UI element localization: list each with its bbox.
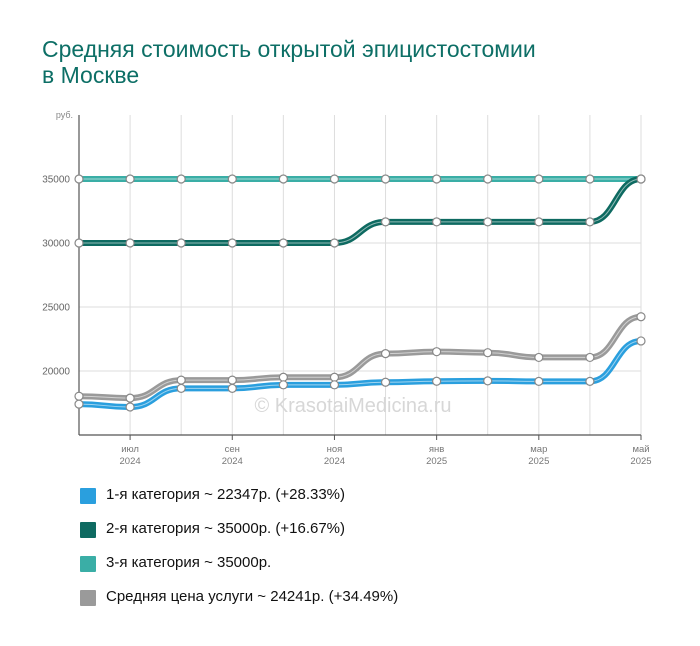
x-tick-label-month: мар [530,444,547,455]
data-point-s1 [176,383,186,394]
x-tick-label-month: май [632,444,649,455]
legend-label-category-2: 2-я категория ~ 35000р. (+16.67%) [106,520,346,537]
data-point-s2 [483,217,493,227]
data-point-s3 [278,174,288,184]
data-point-s1 [483,376,493,386]
data-point-s2 [176,238,186,248]
data-point-s1 [432,376,442,386]
chart-title-line-1: Средняя стоимость открытой эпицистостоми… [42,36,536,62]
data-point-s3 [483,174,493,184]
data-point-s1 [125,402,135,412]
data-point-savg [483,348,493,358]
legend-swatch-category-1 [80,488,96,504]
series-line-highlight-savg [78,316,642,399]
data-point-savg [380,348,391,359]
data-point-s2 [380,217,391,227]
data-point-s1 [278,380,288,390]
series-savg [74,312,646,403]
data-point-savg [227,375,237,385]
data-point-s3 [585,174,595,184]
data-point-savg [74,391,84,401]
x-tick-label-year: 2025 [630,456,651,467]
legend-swatch-category-3 [80,556,96,572]
data-point-savg [432,347,442,357]
data-point-s2 [432,217,442,227]
data-point-savg [176,375,186,385]
data-point-s1 [636,336,646,346]
x-tick-label-month: июл [121,444,139,455]
y-tick-label: 25000 [42,303,70,314]
watermark: © KrasotaiMedicina.ru [254,395,451,417]
data-point-s3 [534,174,544,184]
data-point-s2 [534,217,544,227]
data-point-s2 [278,238,288,248]
series-s2 [74,174,646,248]
x-tick-label-month: сен [225,444,240,455]
data-point-savg [125,393,135,403]
data-point-s2 [125,238,135,248]
data-point-s1 [329,380,340,390]
data-point-savg [278,372,288,382]
data-point-savg [534,352,544,363]
data-point-savg [329,372,340,382]
data-point-s2 [329,238,340,248]
series-s3 [74,174,646,184]
chart-title-line-2: в Москве [42,62,140,88]
data-point-s3 [329,174,340,184]
x-tick-label-year: 2025 [426,456,447,467]
data-point-s2 [74,238,84,248]
y-axis-unit-label: руб. [56,110,73,120]
legend-swatch-average [80,590,96,606]
x-tick-label-year: 2024 [324,456,345,467]
data-point-s2 [585,217,595,227]
x-tick-label-year: 2025 [528,456,549,467]
data-point-s1 [534,376,544,386]
data-point-s3 [227,174,237,184]
series-line-highlight-s1 [78,340,642,408]
data-point-s2 [227,238,237,248]
legend-swatch-category-2 [80,522,96,538]
chart-title: Средняя стоимость открытой эпицистостоми… [42,36,642,88]
data-point-s2 [636,174,646,184]
data-point-savg [585,352,595,363]
x-tick-label-month: янв [429,444,444,455]
data-point-s1 [585,376,595,386]
data-point-s1 [74,399,84,409]
x-tick-label-month: ноя [327,444,343,455]
x-tick-label-year: 2024 [120,456,141,467]
data-point-s3 [125,174,135,184]
series-line-s2 [76,176,644,246]
y-tick-label: 35000 [42,175,70,186]
data-point-s3 [432,174,442,184]
data-point-savg [636,312,646,322]
legend-label-category-3: 3-я категория ~ 35000р. [106,554,272,571]
data-point-s3 [176,174,186,184]
data-point-s3 [74,174,84,184]
series-s1 [74,336,646,412]
data-point-s3 [380,174,391,184]
data-point-s1 [380,377,391,387]
legend-label-average: Средняя цена услуги ~ 24241р. (+34.49%) [106,588,399,605]
x-tick-label-year: 2024 [222,456,243,467]
y-tick-label: 20000 [42,367,70,378]
y-tick-label: 30000 [42,239,70,250]
legend-label-category-1: 1-я категория ~ 22347р. (+28.33%) [106,486,346,503]
data-point-s1 [227,383,237,394]
